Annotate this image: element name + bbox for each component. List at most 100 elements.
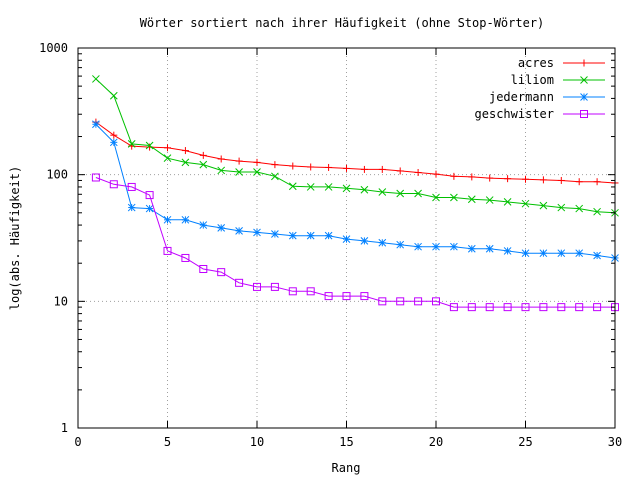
data-point (324, 292, 333, 301)
data-point (378, 188, 387, 196)
data-point (486, 174, 494, 182)
y-tick-label: 10 (54, 294, 68, 308)
data-point (360, 237, 369, 245)
data-point (342, 184, 351, 193)
data-point (163, 215, 172, 224)
data-point (199, 160, 208, 169)
data-point (92, 120, 100, 129)
legend-label: acres (518, 56, 554, 70)
data-point (539, 303, 548, 312)
data-point (288, 287, 297, 296)
data-point (450, 172, 458, 180)
data-point (432, 297, 440, 306)
data-point (485, 303, 494, 312)
data-point (235, 168, 243, 176)
data-point (575, 204, 584, 213)
data-point (181, 215, 190, 224)
series-jedermann (92, 120, 619, 262)
data-point (521, 249, 530, 258)
data-point (414, 242, 422, 251)
y-tick-label: 1 (61, 421, 68, 435)
data-point (271, 230, 279, 238)
x-tick-label: 10 (250, 435, 264, 449)
data-point (271, 161, 279, 169)
data-point (485, 244, 494, 253)
data-point (450, 193, 458, 202)
data-point (378, 297, 387, 306)
legend-marker (580, 93, 588, 101)
data-point (253, 282, 261, 291)
data-point (521, 303, 530, 312)
data-point (522, 175, 529, 183)
data-point (217, 224, 226, 232)
data-point (342, 235, 351, 243)
grid (78, 48, 615, 428)
data-point (360, 165, 368, 173)
data-point (127, 182, 136, 191)
x-tick-label: 0 (74, 435, 81, 449)
data-point (199, 264, 208, 273)
data-point (306, 287, 315, 296)
series-line (95, 123, 616, 259)
series-line (95, 78, 616, 214)
data-point (235, 227, 243, 235)
data-point (557, 303, 566, 312)
data-point (396, 240, 405, 249)
data-point (593, 178, 601, 186)
data-point (145, 141, 154, 150)
data-point (127, 203, 136, 212)
data-point (593, 207, 601, 216)
data-point (539, 176, 547, 184)
data-point (378, 238, 387, 247)
data-point (307, 163, 315, 171)
x-tick-label: 30 (608, 435, 622, 449)
data-point (217, 166, 226, 175)
x-tick-label: 15 (339, 435, 353, 449)
data-point (306, 231, 315, 240)
data-point (396, 189, 405, 198)
data-point (414, 169, 422, 177)
series-acres (92, 118, 619, 187)
data-point (575, 249, 584, 258)
data-point (164, 144, 171, 152)
data-point (109, 138, 118, 147)
legend-label: geschwister (475, 107, 554, 121)
data-point (450, 242, 458, 251)
data-point (449, 303, 458, 312)
data-point (163, 246, 172, 255)
x-axis-label: Rang (332, 461, 361, 475)
data-point (467, 195, 476, 204)
data-point (557, 203, 566, 212)
data-point (92, 75, 100, 83)
data-point (199, 151, 207, 159)
data-point (306, 183, 315, 191)
data-point (557, 176, 565, 184)
data-point (503, 247, 512, 255)
data-point (396, 297, 405, 306)
data-point (325, 163, 333, 171)
data-point (235, 157, 243, 165)
data-point (414, 189, 422, 198)
chart-title: Wörter sortiert nach ihrer Häufigkeit (o… (140, 16, 545, 30)
data-point (288, 231, 297, 240)
x-tick-label: 25 (518, 435, 532, 449)
data-point (539, 249, 548, 258)
series-geschwister (91, 173, 619, 312)
data-point (467, 244, 476, 253)
data-point (181, 253, 190, 262)
x-tick-label: 20 (429, 435, 443, 449)
data-point (575, 303, 584, 312)
data-point (432, 170, 440, 178)
data-point (396, 167, 404, 175)
data-point (360, 292, 369, 301)
data-point (593, 251, 601, 260)
legend-marker (580, 59, 588, 67)
data-point (163, 154, 172, 163)
data-point (235, 278, 244, 287)
data-point (342, 292, 351, 301)
x-tick-label: 5 (164, 435, 171, 449)
data-point (253, 158, 261, 166)
data-point (432, 193, 440, 202)
y-axis-label: log(abs. Häufigkeit) (8, 166, 22, 311)
